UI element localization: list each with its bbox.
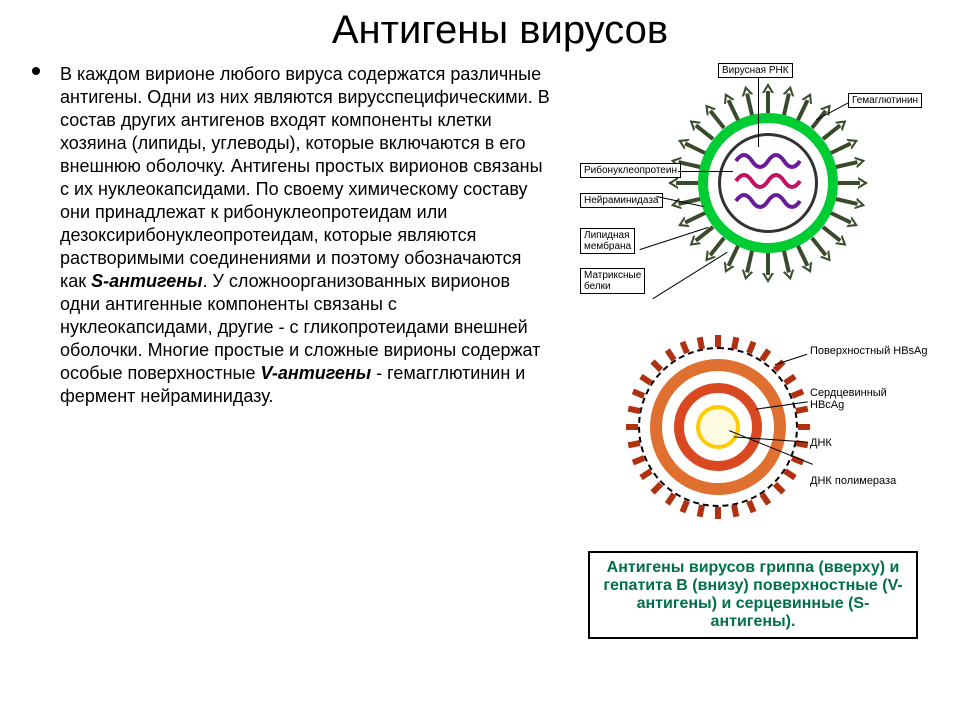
hbv-dna-ring — [696, 405, 740, 449]
flu-label-ha: Гемаглютинин — [848, 93, 922, 108]
body-text: В каждом вирионе любого вируса содержатс… — [60, 63, 550, 408]
flu-label-matrix: Матриксные белки — [580, 268, 645, 294]
leader-line — [652, 252, 727, 299]
leader-line — [758, 77, 759, 147]
slide: Антигены вирусов В каждом вирионе любого… — [0, 0, 960, 720]
hbv-label-pol: ДНК полимераза — [810, 475, 896, 487]
content-row: В каждом вирионе любого вируса содержатс… — [60, 63, 940, 639]
flu-label-rna: Вирусная РНК — [718, 63, 793, 78]
flu-label-rnp: Рибонуклеопротеин — [580, 163, 681, 178]
leader-line — [816, 103, 848, 121]
hbv-label-hbs: Поверхностный HBsAg — [810, 345, 928, 357]
flu-label-na: Нейраминидаза — [580, 193, 663, 208]
flu-label-lipid: Липидная мембрана — [580, 228, 635, 254]
page-title: Антигены вирусов — [60, 8, 940, 53]
caption-box: Антигены вирусов гриппа (вверху) и гепат… — [588, 551, 918, 639]
text-column: В каждом вирионе любого вируса содержатс… — [60, 63, 550, 639]
hbv-label-hbc: Сердцевинный HBcAg — [810, 387, 887, 411]
hbv-label-dna: ДНК — [810, 437, 832, 449]
bullet-icon — [32, 67, 40, 75]
leader-line — [678, 171, 733, 172]
flu-virus-diagram: Рибонуклеопротеин Нейраминидаза Липидная… — [578, 63, 928, 303]
hbv-virus-diagram: Поверхностный HBsAg Сердцевинный HBcAg Д… — [578, 327, 928, 527]
image-column: Рибонуклеопротеин Нейраминидаза Липидная… — [566, 63, 940, 639]
caption-text: Антигены вирусов гриппа (вверху) и гепат… — [603, 559, 902, 630]
flu-rna-icon — [730, 151, 806, 215]
